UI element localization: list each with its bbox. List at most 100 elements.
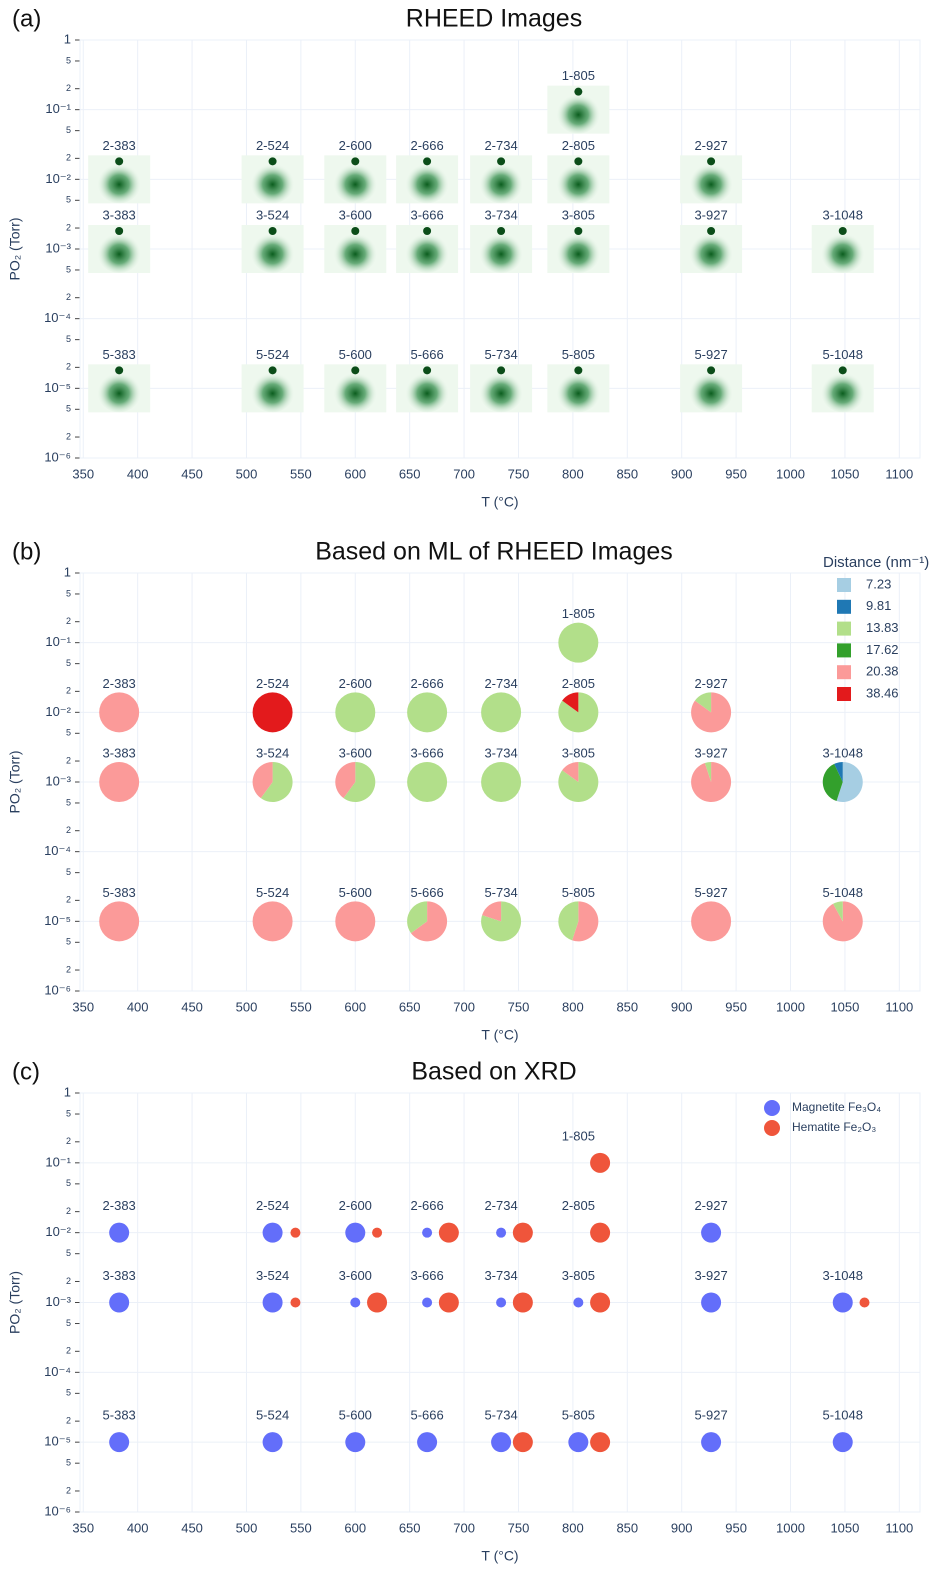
x-tick-label: 850 <box>616 999 638 1014</box>
diffraction-streak <box>556 370 600 412</box>
legend-label: 38.46 <box>866 685 899 700</box>
sample-label: 3-805 <box>562 207 595 222</box>
y-tick-label: 10⁻¹ <box>45 634 71 649</box>
y-minor-tick-label: 2 <box>66 292 71 302</box>
marker <box>860 1298 870 1308</box>
pie <box>407 901 447 941</box>
panel-label: (a) <box>12 5 41 32</box>
sample-label: 2-666 <box>410 138 443 153</box>
y-tick-label: 10⁻³ <box>45 1294 71 1309</box>
legend-label: 13.83 <box>866 620 899 635</box>
sample-label: 2-666 <box>410 1198 443 1213</box>
x-tick-label: 650 <box>399 466 421 481</box>
sample-label: 5-927 <box>694 885 727 900</box>
x-tick-label: 500 <box>236 999 258 1014</box>
x-tick-label: 1100 <box>885 999 913 1014</box>
y-minor-tick-label: 5 <box>66 1108 71 1118</box>
y-minor-tick-label: 5 <box>66 125 71 135</box>
rheed-image <box>88 155 150 203</box>
diffraction-streak <box>405 231 449 273</box>
pie-slice <box>407 762 447 802</box>
y-tick-label: 10⁻⁵ <box>44 913 71 928</box>
sample-label: 3-383 <box>103 207 136 222</box>
sample-label: 2-524 <box>256 1198 289 1213</box>
y-tick-label: 10⁻⁶ <box>44 1503 71 1518</box>
marker <box>590 1432 610 1452</box>
x-tick-label: 900 <box>671 466 693 481</box>
y-minor-tick-label: 2 <box>66 1136 71 1146</box>
y-tick-label: 1 <box>64 1084 71 1099</box>
sample-label: 3-524 <box>256 1268 289 1283</box>
marker <box>701 1223 721 1243</box>
marker <box>290 1298 300 1308</box>
sample-label: 5-666 <box>410 1408 443 1423</box>
x-tick-label: 350 <box>72 1520 94 1535</box>
specular-spot <box>574 366 582 374</box>
marker <box>345 1432 365 1452</box>
legend-label: 20.38 <box>866 664 899 679</box>
x-tick-label: 850 <box>616 1520 638 1535</box>
y-tick-label: 10⁻¹ <box>45 1154 71 1169</box>
specular-spot <box>269 366 277 374</box>
sample-label: 3-734 <box>484 1268 517 1283</box>
sample-label: 3-1048 <box>823 1268 863 1283</box>
y-tick-label: 10⁻³ <box>45 773 71 788</box>
x-tick-label: 600 <box>344 1520 366 1535</box>
marker <box>290 1228 300 1238</box>
y-tick-label: 1 <box>64 564 71 579</box>
diffraction-streak <box>251 370 295 412</box>
x-tick-label: 1100 <box>885 466 913 481</box>
marker <box>496 1228 506 1238</box>
marker <box>109 1293 129 1313</box>
pie <box>335 762 375 802</box>
y-minor-tick-label: 5 <box>66 404 71 414</box>
sample-label: 3-666 <box>410 207 443 222</box>
y-minor-tick-label: 2 <box>66 616 71 626</box>
sample-label: 3-805 <box>562 1268 595 1283</box>
sample-label: 2-734 <box>484 676 517 691</box>
y-minor-tick-label: 2 <box>66 1206 71 1216</box>
pie-slice <box>407 692 447 732</box>
rheed-image <box>396 225 458 273</box>
legend-label: Magnetite Fe₃O₄ <box>792 1100 881 1114</box>
x-tick-label: 450 <box>181 999 203 1014</box>
rheed-image <box>396 364 458 412</box>
legend-label: 9.81 <box>866 598 891 613</box>
pie-slice <box>481 692 521 732</box>
pie-slice <box>253 901 293 941</box>
marker <box>701 1432 721 1452</box>
diffraction-streak <box>333 231 377 273</box>
x-tick-label: 950 <box>725 466 747 481</box>
sample-label: 2-524 <box>256 676 289 691</box>
specular-spot <box>574 88 582 96</box>
sample-label: 5-1048 <box>823 885 863 900</box>
marker <box>833 1293 853 1313</box>
pie <box>481 692 521 732</box>
rheed-image <box>88 364 150 412</box>
sample-label: 2-927 <box>694 676 727 691</box>
y-tick-label: 10⁻⁴ <box>44 310 71 325</box>
x-tick-label: 550 <box>290 466 312 481</box>
diffraction-streak <box>97 161 141 203</box>
specular-spot <box>707 157 715 165</box>
diffraction-streak <box>251 161 295 203</box>
x-tick-label: 650 <box>399 999 421 1014</box>
specular-spot <box>707 366 715 374</box>
legend-label: 7.23 <box>866 576 891 591</box>
specular-spot <box>574 157 582 165</box>
x-tick-label: 950 <box>725 999 747 1014</box>
x-axis-title: T (°C) <box>481 494 518 510</box>
y-minor-tick-label: 5 <box>66 1248 71 1258</box>
y-tick-label: 10⁻⁶ <box>44 449 71 464</box>
rheed-image <box>547 86 609 134</box>
specular-spot <box>497 157 505 165</box>
marker <box>439 1293 459 1313</box>
pie <box>335 692 375 732</box>
y-minor-tick-label: 5 <box>66 264 71 274</box>
x-tick-label: 400 <box>127 999 149 1014</box>
marker <box>513 1293 533 1313</box>
x-tick-label: 450 <box>181 1520 203 1535</box>
rheed-image <box>680 364 742 412</box>
sample-label: 3-927 <box>694 1268 727 1283</box>
sample-label: 1-805 <box>562 606 595 621</box>
